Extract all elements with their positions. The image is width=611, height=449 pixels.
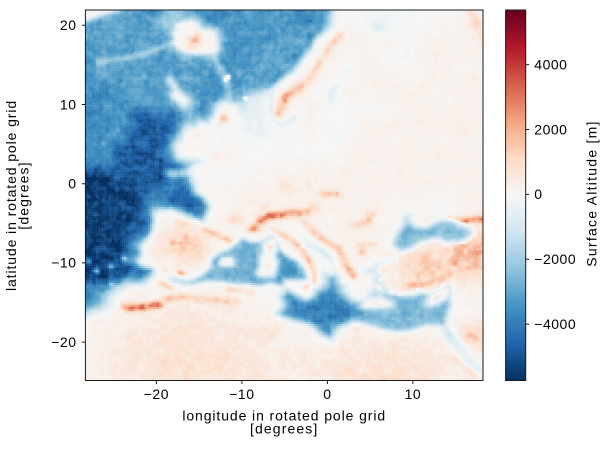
svg-text:−10: −10 bbox=[51, 255, 76, 271]
svg-text:−20: −20 bbox=[51, 334, 76, 350]
svg-text:20: 20 bbox=[60, 17, 77, 33]
svg-text:10: 10 bbox=[405, 386, 422, 402]
svg-text:0: 0 bbox=[323, 386, 331, 402]
svg-text:−4000: −4000 bbox=[534, 316, 576, 332]
svg-text:longitude in rotated pole grid: longitude in rotated pole grid bbox=[182, 407, 386, 423]
svg-text:−2000: −2000 bbox=[534, 251, 576, 267]
svg-text:Surface Altitude [m]: Surface Altitude [m] bbox=[583, 120, 599, 266]
svg-text:2000: 2000 bbox=[534, 121, 567, 137]
svg-text:4000: 4000 bbox=[534, 56, 567, 72]
svg-text:0: 0 bbox=[534, 186, 542, 202]
svg-text:[degrees]: [degrees] bbox=[15, 161, 31, 229]
svg-text:−20: −20 bbox=[144, 386, 169, 402]
svg-text:[degrees]: [degrees] bbox=[250, 421, 318, 437]
svg-text:latitude in rotated pole grid: latitude in rotated pole grid bbox=[3, 100, 19, 291]
svg-text:0: 0 bbox=[68, 175, 76, 191]
svg-text:−10: −10 bbox=[229, 386, 254, 402]
svg-text:10: 10 bbox=[60, 96, 77, 112]
